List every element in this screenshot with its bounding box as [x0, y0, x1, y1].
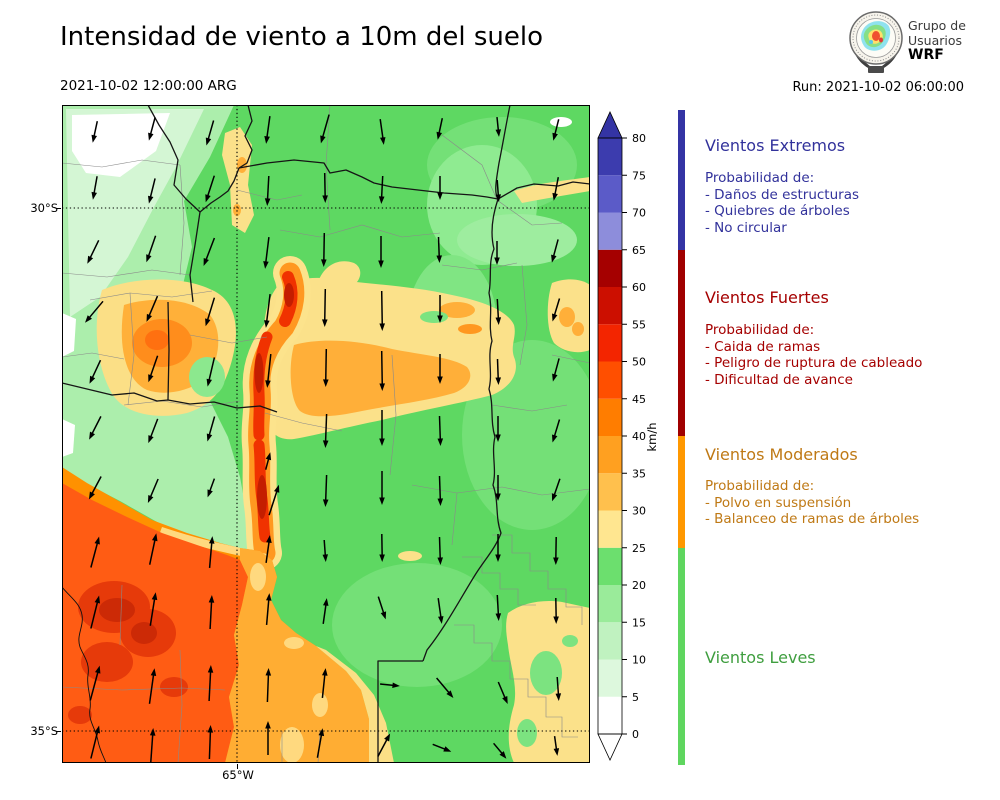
wind-map: [62, 105, 590, 763]
graticule: [62, 105, 590, 763]
wind-arrows: [85, 114, 562, 763]
svg-text:45: 45: [632, 393, 646, 406]
page-title: Intensidad de viento a 10m del suelo: [60, 22, 544, 52]
svg-text:50: 50: [632, 356, 646, 369]
lon-tick-65w: [237, 764, 238, 769]
svg-text:0: 0: [632, 728, 639, 741]
legend-extremos-title: Vientos Extremos: [705, 136, 846, 155]
prob-item: - Polvo en suspensión: [705, 494, 852, 511]
svg-text:65: 65: [632, 244, 646, 257]
map-border: [62, 105, 590, 763]
prob-item: - No circular: [705, 219, 787, 236]
legend-extremos-items: Probabilidad de: - Daños de estructuras - …: [705, 170, 995, 236]
category-band-3: [678, 547, 685, 765]
legend-moderados-items: Probabilidad de: - Polvo en suspensión - B…: [705, 478, 995, 528]
prob-item: - Quiebres de árboles: [705, 203, 850, 219]
svg-text:km/h: km/h: [645, 422, 659, 451]
svg-text:35: 35: [632, 467, 646, 480]
prob-label: Probabilidad de:: [705, 322, 815, 338]
svg-text:75: 75: [632, 169, 646, 182]
prob-item: - Caida de ramas: [705, 338, 821, 355]
svg-text:60: 60: [632, 281, 646, 294]
lon-label-65w: 65°W: [222, 768, 254, 782]
logo-line1: Grupo de: [908, 18, 966, 33]
logo-text: Grupo de Usuarios WRF: [908, 18, 966, 63]
valid-datetime: 2021-10-02 12:00:00 ARG: [60, 78, 237, 94]
prob-item: - Dificultad de avance: [705, 371, 853, 388]
category-band-2: [678, 436, 685, 548]
prob-label: Probabilidad de:: [705, 170, 815, 186]
prob-item: - Daños de estructuras: [705, 186, 860, 203]
lat-tick-30s: [56, 208, 61, 209]
prob-item: - Peligro de ruptura de cableado: [705, 355, 923, 371]
svg-text:70: 70: [632, 207, 646, 220]
legend-moderados-title: Vientos Moderados: [705, 445, 858, 464]
svg-text:55: 55: [632, 318, 646, 331]
lat-tick-35s: [56, 731, 61, 732]
svg-text:5: 5: [632, 691, 639, 704]
category-bar: [678, 110, 685, 765]
legend-leves-title: Vientos Leves: [705, 648, 816, 667]
category-band-0: [678, 110, 685, 250]
river-lines: [62, 586, 107, 763]
legend-fuertes-title: Vientos Fuertes: [705, 288, 829, 307]
svg-text:80: 80: [632, 132, 646, 145]
lat-label-30s: 30°S: [30, 201, 58, 215]
logo-wrf: WRF: [908, 47, 944, 63]
prob-label: Probabilidad de:: [705, 478, 815, 494]
category-band-1: [678, 249, 685, 436]
svg-text:30: 30: [632, 505, 646, 518]
svg-text:15: 15: [632, 616, 646, 629]
colorbar: 0 5 10 15 20 25 30 35 40 45 50 55 60 65 70 75 80 km/h: [597, 111, 659, 761]
logo-line2: Usuarios: [908, 33, 963, 48]
prob-item: - Balanceo de ramas de árboles: [705, 511, 920, 527]
svg-text:10: 10: [632, 654, 646, 667]
legend-fuertes-items: Probabilidad de: - Caida de ramas - Peligr…: [705, 322, 995, 388]
lat-label-35s: 35°S: [30, 724, 58, 738]
svg-text:25: 25: [632, 542, 646, 555]
wrf-users-logo-icon: [849, 11, 903, 73]
svg-text:20: 20: [632, 579, 646, 592]
model-run-label: Run: 2021-10-02 06:00:00: [792, 80, 964, 95]
svg-text:40: 40: [632, 430, 646, 443]
